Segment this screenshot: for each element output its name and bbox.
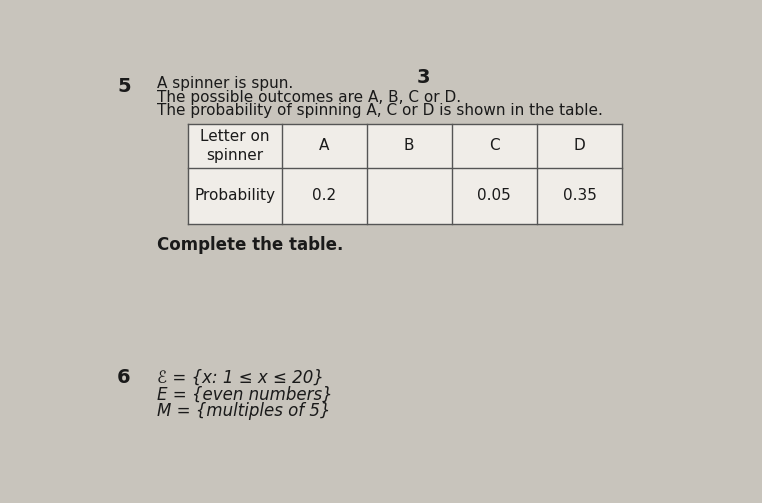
Text: Letter on
spinner: Letter on spinner (200, 129, 270, 162)
Text: 6: 6 (117, 368, 130, 387)
Text: B: B (404, 138, 415, 153)
Text: 0.05: 0.05 (477, 189, 511, 203)
Text: E = {even numbers}: E = {even numbers} (157, 385, 333, 403)
Text: The possible outcomes are A, B, C or D.: The possible outcomes are A, B, C or D. (157, 90, 461, 105)
Text: A: A (319, 138, 329, 153)
Text: A spinner is spun.: A spinner is spun. (157, 76, 293, 91)
Text: D: D (574, 138, 585, 153)
Text: 5: 5 (117, 77, 130, 96)
Text: Complete the table.: Complete the table. (157, 236, 344, 254)
Text: 0.2: 0.2 (312, 189, 336, 203)
Text: 0.35: 0.35 (562, 189, 597, 203)
Text: The probability of spinning A, C or D is shown in the table.: The probability of spinning A, C or D is… (157, 104, 604, 119)
Text: Probability: Probability (194, 189, 275, 203)
Text: M = {multiples of 5}: M = {multiples of 5} (157, 402, 331, 420)
Bar (188, 124, 623, 224)
Text: C: C (489, 138, 500, 153)
Text: ℰ = {x: 1 ≤ x ≤ 20}: ℰ = {x: 1 ≤ x ≤ 20} (157, 368, 325, 386)
Text: 3: 3 (417, 68, 431, 87)
